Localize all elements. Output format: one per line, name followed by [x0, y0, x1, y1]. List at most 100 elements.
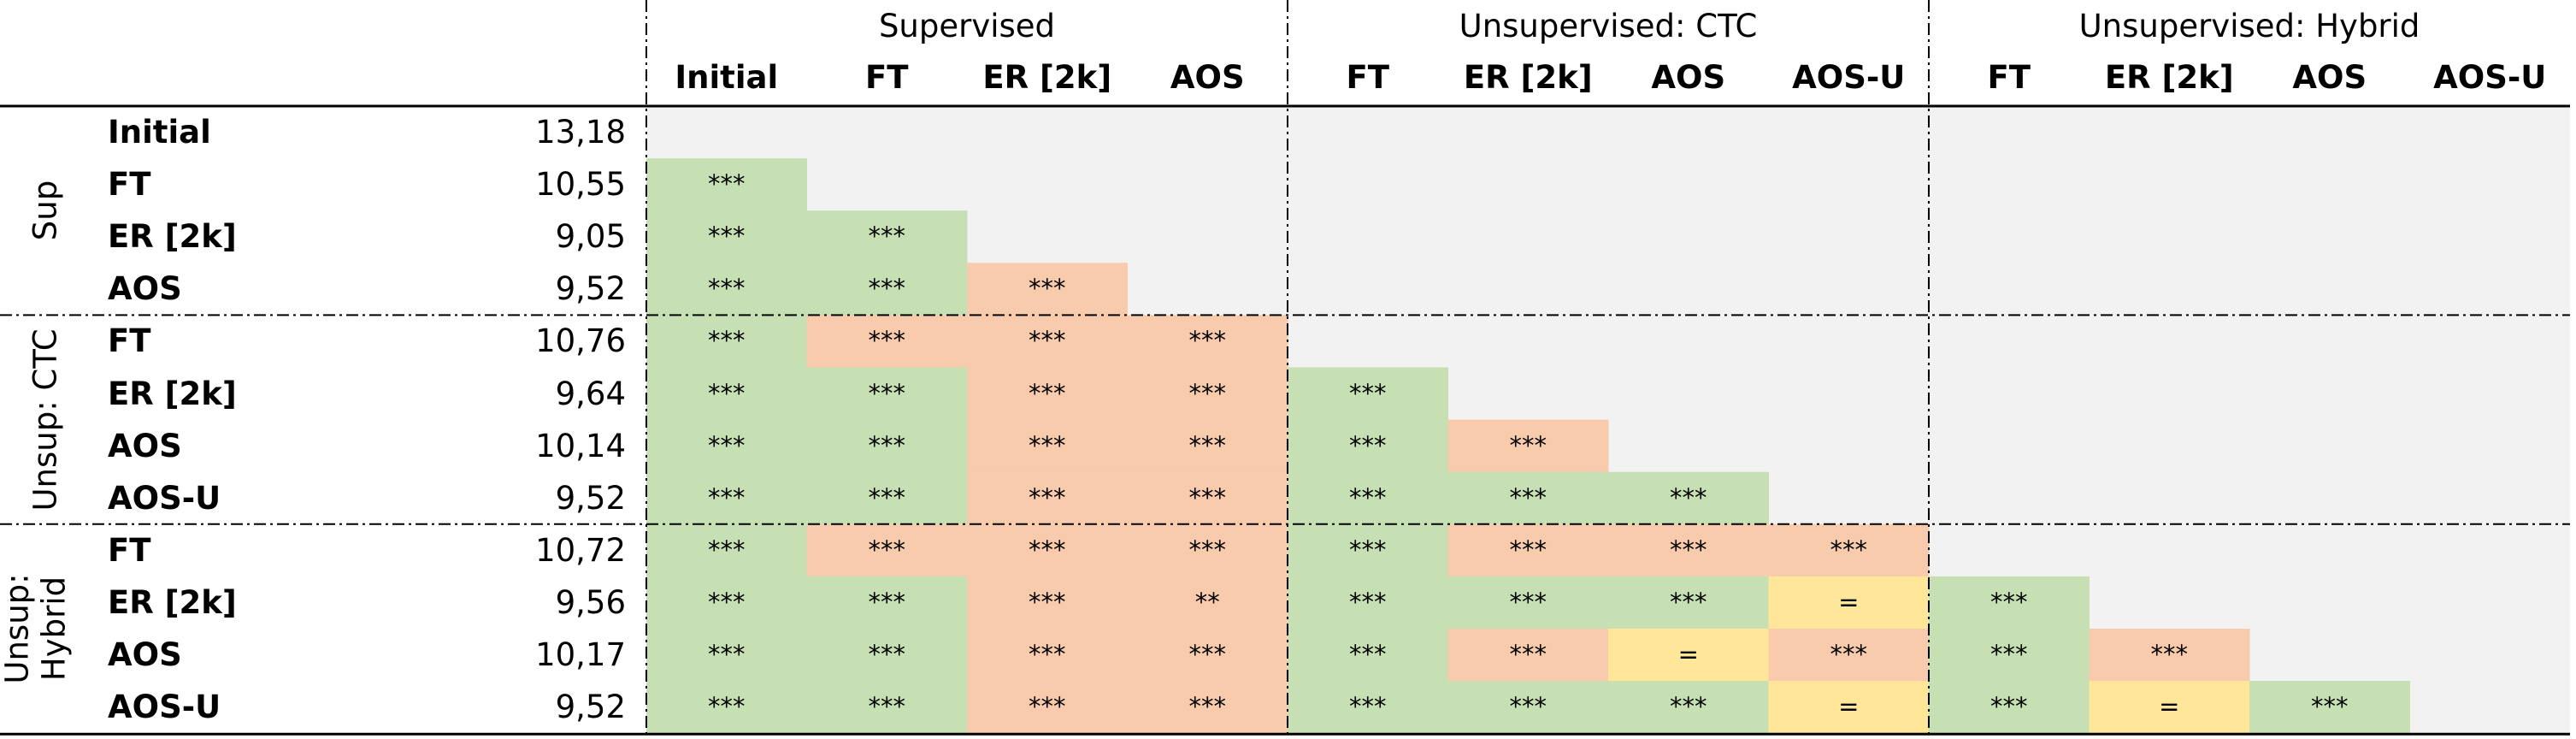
cell-bg-g	[806, 576, 968, 630]
cell-bg-o	[967, 367, 1128, 421]
cell-bg-g	[1929, 681, 2090, 734]
cell-bg-o	[1127, 419, 1288, 473]
row-value: 10,76	[535, 322, 626, 360]
significance-cell: ***	[1349, 378, 1387, 408]
significance-cell: ***	[868, 274, 906, 304]
cell-bg-g	[1288, 367, 1448, 421]
significance-cell: ***	[1029, 430, 1066, 460]
significance-cell: ***	[1990, 692, 2028, 722]
cell-bg-y	[1768, 681, 1930, 734]
column-header: FT	[1346, 59, 1389, 96]
section-label-line: Unsup:	[0, 573, 36, 684]
cell-bg-o	[1127, 629, 1288, 682]
column-header: AOS	[2292, 59, 2367, 96]
cell-bg-g	[1608, 471, 1769, 525]
cell-bg-g	[1288, 681, 1448, 734]
significance-cell: =	[1677, 640, 1699, 669]
row-value: 9,52	[555, 270, 626, 308]
cell-bg-g	[806, 367, 968, 421]
row-label: AOS-U	[108, 479, 221, 517]
cell-bg-g	[646, 367, 807, 421]
cell-bg-g	[806, 681, 968, 734]
cell-bg-g	[1447, 471, 1609, 525]
cell-bg-o	[1127, 681, 1288, 734]
significance-cell: ***	[708, 274, 746, 304]
cell-bg-g	[806, 419, 968, 473]
cell-bg-o	[967, 315, 1128, 368]
column-header: AOS-U	[2433, 59, 2547, 96]
significance-cell: ***	[1349, 587, 1387, 617]
cell-bg-g	[1608, 576, 1769, 630]
significance-cell: ***	[1990, 640, 2028, 669]
significance-cell: ***	[1349, 692, 1387, 722]
cell-bg-o	[967, 471, 1128, 525]
significance-cell: ***	[868, 222, 906, 251]
cell-bg-o	[2089, 629, 2250, 682]
section-label-line: Hybrid	[35, 576, 72, 682]
significance-cell: ***	[1029, 587, 1066, 617]
significance-cell: ***	[2311, 692, 2349, 722]
row-label: ER [2k]	[108, 583, 237, 621]
cell-bg-g	[646, 263, 807, 316]
row-value: 10,72	[535, 531, 626, 569]
significance-cell: ***	[868, 535, 906, 565]
row-value: 9,56	[555, 583, 626, 621]
significance-cell: ***	[708, 222, 746, 251]
significance-cell: ***	[1029, 640, 1066, 669]
significance-cell: ***	[1670, 587, 1707, 617]
significance-cell: ***	[708, 378, 746, 408]
significance-cell: ***	[1509, 535, 1547, 565]
significance-cell: ***	[1990, 587, 2028, 617]
significance-cell: =	[1838, 587, 1860, 617]
significance-cell: =	[1838, 692, 1860, 722]
cell-bg-g	[646, 523, 807, 577]
cell-bg-o	[967, 263, 1128, 316]
cell-bg-g	[1929, 576, 2090, 630]
cell-bg-g	[1929, 629, 2090, 682]
significance-cell: **	[1194, 587, 1220, 617]
cell-bg-g	[806, 471, 968, 525]
significance-cell: ***	[1830, 535, 1868, 565]
row-label: AOS-U	[108, 689, 221, 726]
significance-cell: ***	[1509, 692, 1547, 722]
significance-cell: ***	[868, 640, 906, 669]
cell-bg-g	[646, 315, 807, 368]
row-label: FT	[108, 531, 151, 569]
group-header: Unsupervised: CTC	[1459, 8, 1758, 44]
cell-bg-o	[967, 419, 1128, 473]
significance-cell: ***	[1029, 378, 1066, 408]
section-label: Sup	[27, 180, 64, 241]
cell-bg-o	[967, 523, 1128, 577]
significance-cell: ***	[1188, 692, 1227, 722]
cell-bg-g	[646, 210, 807, 263]
cell-bg-o	[967, 576, 1128, 630]
row-value: 10,14	[535, 427, 626, 464]
column-header: ER [2k]	[1463, 59, 1593, 96]
significance-cell: ***	[1188, 430, 1227, 460]
section-label: Unsup: Hybrid	[0, 573, 73, 683]
column-header: FT	[864, 59, 909, 96]
significance-cell: ***	[1349, 640, 1387, 669]
cell-bg-g	[1288, 523, 1448, 577]
row-value: 10,55	[535, 166, 626, 204]
cell-bg-o	[1127, 523, 1288, 577]
significance-cell: ***	[1830, 640, 1868, 669]
cell-bg-o	[1608, 523, 1769, 577]
column-header: AOS	[1651, 59, 1726, 96]
significance-cell: ***	[1029, 326, 1066, 356]
significance-cell: ***	[1188, 326, 1227, 356]
significance-cell: ***	[2150, 640, 2189, 669]
significance-cell: ***	[708, 169, 746, 199]
cell-bg-o	[1768, 629, 1930, 682]
group-header: Supervised	[878, 8, 1056, 44]
cell-bg-o	[1127, 367, 1288, 421]
significance-cell: ***	[1029, 692, 1066, 722]
significance-cell: ***	[1349, 482, 1387, 512]
significance-cell: ***	[868, 587, 906, 617]
cell-bg-g	[1288, 419, 1448, 473]
cell-bg-g	[2249, 681, 2410, 734]
significance-cell: ***	[708, 430, 746, 460]
significance-cell: ***	[708, 640, 746, 669]
cell-bg-g	[1288, 629, 1448, 682]
